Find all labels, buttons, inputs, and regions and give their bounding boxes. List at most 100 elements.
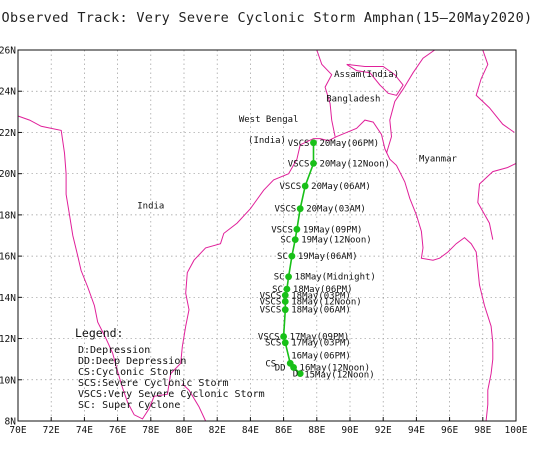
lon-tick-label: 88E xyxy=(308,425,325,436)
lon-tick-label: 84E xyxy=(242,425,259,436)
track-point xyxy=(285,273,292,281)
lon-tick-label: 72E xyxy=(43,425,60,436)
track-time-label: 18May(03PM) xyxy=(291,291,351,301)
track-category-label: VSCS xyxy=(288,139,310,149)
track-category-label: DD xyxy=(275,363,286,373)
boundary-line xyxy=(475,49,515,133)
legend-item: D:Depression xyxy=(78,345,150,356)
track-point xyxy=(296,370,304,377)
track-point xyxy=(310,159,317,167)
lat-tick-label: 26N xyxy=(0,46,16,57)
track-point xyxy=(283,285,291,293)
track-category-label: SC xyxy=(277,252,288,262)
place-label: Bangladesh xyxy=(326,95,380,105)
track-category-label: SC xyxy=(272,285,283,295)
place-label: Myanmar xyxy=(419,154,458,164)
lat-tick-label: 12N xyxy=(0,334,16,345)
track-point xyxy=(291,236,299,244)
legend-item: CS:Cyclonic Storm xyxy=(78,367,180,378)
lon-tick-label: 94E xyxy=(408,425,425,436)
lon-tick-label: 98E xyxy=(474,425,491,436)
track-time-label: 19May(06AM) xyxy=(298,252,358,262)
lon-tick-label: 76E xyxy=(109,425,126,436)
lon-tick-label: 100E xyxy=(505,425,528,436)
track-point xyxy=(301,182,309,190)
track-point xyxy=(286,359,294,367)
coastline xyxy=(17,115,494,422)
track-time-label: 18May(06PM) xyxy=(293,285,353,295)
lon-tick-label: 74E xyxy=(76,425,93,436)
place-label: (India) xyxy=(248,136,286,146)
lon-tick-label: 86E xyxy=(275,425,292,436)
track-category-label: VSCS xyxy=(258,332,280,342)
track-point xyxy=(281,306,289,314)
track-point xyxy=(280,333,287,340)
lat-tick-label: 22N xyxy=(0,128,16,139)
lat-tick-label: 8N xyxy=(5,417,17,428)
track-time-label: 15May(12Noon) xyxy=(304,371,374,381)
legend-title: Legend: xyxy=(75,326,123,340)
track-point xyxy=(281,298,289,305)
grid-lines xyxy=(18,50,516,421)
track-time-label: 18May(Midnight) xyxy=(295,273,376,283)
track-category-label: SCS xyxy=(265,339,281,349)
map-frame xyxy=(17,49,517,422)
legend-item: DD:Deep Depression xyxy=(78,356,186,367)
lon-tick-label: 78E xyxy=(142,425,159,436)
track-category-label: VSCS xyxy=(260,306,282,316)
track-category-label: VSCS xyxy=(271,225,293,235)
place-label: Assam(India) xyxy=(334,70,399,80)
lat-tick-label: 16N xyxy=(0,252,16,263)
track-category-label: VSCS xyxy=(260,297,282,307)
track-time-label: 17May(03PM) xyxy=(291,339,351,349)
lon-tick-label: 92E xyxy=(375,425,392,436)
track-point xyxy=(293,225,301,233)
track-time-label: 17May(09PM) xyxy=(290,332,350,342)
lat-tick-label: 14N xyxy=(0,293,16,304)
track-category-label: SC xyxy=(280,236,291,246)
boundary-line xyxy=(477,162,517,240)
map-title: Observed Track: Very Severe Cyclonic Sto… xyxy=(1,10,533,26)
legend-item: VSCS:Very Severe Cyclonic Storm xyxy=(78,389,265,400)
lon-tick-label: 90E xyxy=(341,425,358,436)
track-category-label: VSCS xyxy=(275,205,297,215)
track-time-label: 20May(06PM) xyxy=(319,139,379,149)
boundary-line xyxy=(181,383,207,422)
cyclone-track: D 15May(12Noon) DD 16May(12Noon) CS 16May(06P… xyxy=(258,139,390,381)
place-label: India xyxy=(137,202,164,212)
lon-tick-label: 96E xyxy=(441,425,458,436)
axis-ticks: 70E 72E 74E 76E 78E 80E 82E 84E 86E 88E 90E 92E 94E 9… xyxy=(0,46,528,437)
lon-tick-label: 82E xyxy=(209,425,226,436)
lon-tick-label: 80E xyxy=(175,425,192,436)
track-category-label: VSCS xyxy=(288,159,310,169)
track-category-label: SC xyxy=(274,273,285,283)
lat-tick-label: 10N xyxy=(0,375,16,386)
track-point xyxy=(281,291,289,299)
boundary-line xyxy=(386,49,435,154)
legend-item: SC: Super Cyclone xyxy=(78,400,180,411)
lon-tick-label: 70E xyxy=(9,425,26,436)
track-category-label: D xyxy=(293,370,298,380)
track-time-label: 20May(12Noon) xyxy=(319,159,389,169)
track-point xyxy=(281,339,289,347)
track-point xyxy=(296,205,304,213)
track-time-label: 19May(09PM) xyxy=(303,225,363,235)
track-time-label: 20May(06AM) xyxy=(311,182,371,192)
boundary-line xyxy=(316,49,336,137)
track-category-label: VSCS xyxy=(279,182,301,192)
track-point xyxy=(288,252,296,260)
legend-item: SCS:Severe Cyclonic Storm xyxy=(78,378,229,389)
track-time-label: 16May(12Noon) xyxy=(300,363,370,373)
track-point xyxy=(310,139,317,147)
place-labels: Assam(India) Bangladesh West Bengal (India)… xyxy=(137,70,457,212)
coastline-layer xyxy=(17,49,517,422)
track-time-label: 18May(06AM) xyxy=(291,306,351,316)
track-time-label: 20May(03AM) xyxy=(306,205,366,215)
track-category-label: VSCS xyxy=(260,291,282,301)
place-label: West Bengal xyxy=(239,115,299,125)
boundary-line xyxy=(346,63,404,96)
lat-tick-label: 20N xyxy=(0,169,16,180)
track-time-label: 19May(12Noon) xyxy=(301,236,371,246)
